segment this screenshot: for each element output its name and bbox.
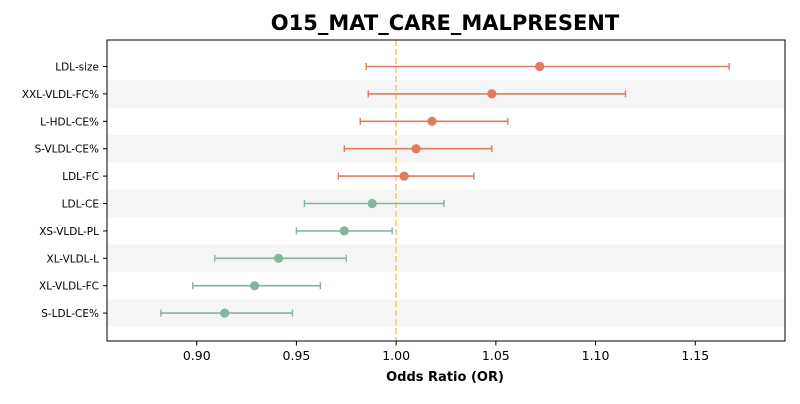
estimate-point [339, 226, 349, 236]
estimate-row [359, 116, 509, 126]
estimate-point [535, 61, 545, 72]
estimate-row [365, 61, 730, 72]
estimate-point [273, 253, 284, 263]
y-tick-label: XL-VLDL-FC [39, 281, 99, 293]
x-axis-label: Odds Ratio (OR) [386, 370, 504, 385]
y-tick-label: LDL-size [55, 62, 99, 74]
estimate-row [337, 171, 475, 181]
x-tick-label: 1.10 [582, 348, 610, 363]
y-tick-label: S-LDL-CE% [41, 308, 99, 320]
estimate-point [249, 281, 260, 291]
y-tick-label: XS-VLDL-PL [39, 226, 99, 238]
estimate-row [343, 144, 493, 154]
estimate-row [192, 281, 322, 291]
x-axis: 0.90 0.95 1.00 1.05 1.10 1.15 [183, 341, 709, 363]
estimate-row [160, 308, 294, 318]
estimate-point [399, 171, 409, 181]
estimate-row [213, 253, 347, 263]
x-tick-label: 1.15 [681, 348, 709, 363]
y-tick-label: LDL-FC [62, 171, 99, 183]
y-axis: LDL-size XXL-VLDL-FC% L-HDL-CE% S-VLDL-CE% L… [22, 62, 107, 320]
x-tick-label: 1.00 [382, 348, 410, 363]
y-tick-label: S-VLDL-CE% [35, 144, 99, 156]
row-band [107, 244, 785, 272]
y-tick-label: XXL-VLDL-FC% [22, 89, 99, 101]
estimate-point [367, 198, 377, 209]
estimate-point [427, 116, 437, 126]
y-tick-label: LDL-CE [62, 199, 99, 211]
x-tick-label: 0.90 [183, 348, 211, 363]
estimate-row [303, 198, 445, 209]
row-bands [107, 80, 785, 327]
estimate-marks [160, 61, 730, 318]
y-tick-label: XL-VLDL-L [47, 253, 100, 265]
estimate-point [220, 308, 230, 318]
plot-frame [106, 39, 786, 342]
x-tick-label: 1.05 [482, 348, 510, 363]
estimate-row [295, 226, 393, 236]
row-band [107, 189, 785, 218]
estimate-point [487, 89, 497, 99]
y-tick-label: L-HDL-CE% [40, 116, 99, 128]
estimate-row [367, 89, 627, 99]
chart-title: O15_MAT_CARE_MALPRESENT [271, 11, 620, 35]
x-tick-label: 0.95 [283, 348, 311, 363]
estimate-point [411, 144, 421, 154]
